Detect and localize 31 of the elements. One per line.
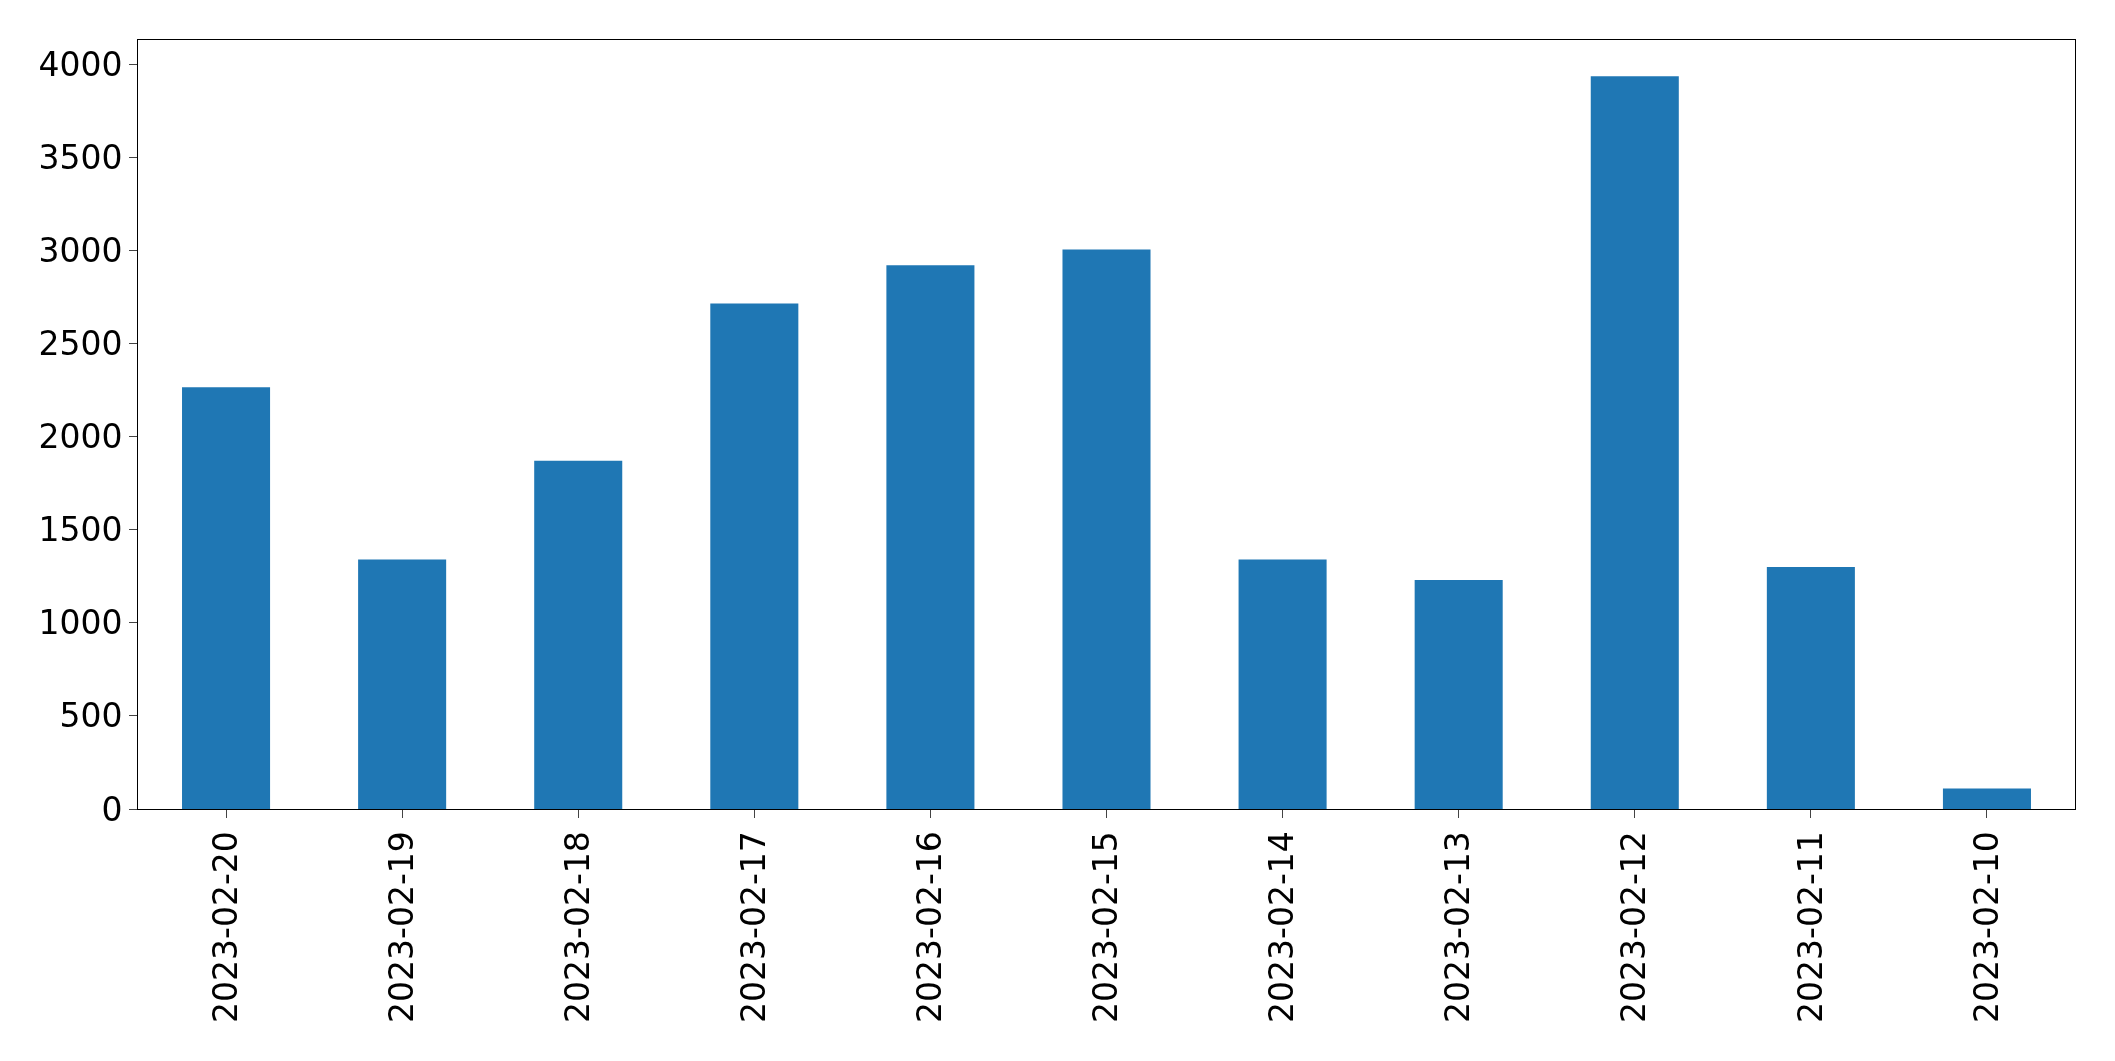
x-tick-label: 2023-02-12 — [1614, 831, 1654, 1023]
x-tick-label: 2023-02-19 — [381, 831, 421, 1023]
x-tick-label: 2023-02-14 — [1262, 831, 1302, 1023]
y-tick-label: 500 — [59, 696, 123, 736]
bar — [1062, 249, 1151, 809]
bar — [1590, 76, 1679, 809]
y-tick-label: 0 — [101, 789, 123, 829]
y-tick-label: 3000 — [38, 230, 123, 270]
bar — [1766, 566, 1855, 809]
y-tick-label: 4000 — [38, 44, 123, 84]
bar — [710, 303, 799, 809]
bar — [1238, 559, 1327, 809]
bar — [534, 460, 623, 809]
y-tick-label: 1000 — [38, 603, 123, 643]
x-tick-label: 2023-02-10 — [1966, 831, 2006, 1023]
bar — [182, 387, 271, 809]
bar — [1942, 788, 2031, 809]
bar — [1414, 579, 1503, 809]
x-tick-label: 2023-02-15 — [1086, 831, 1126, 1023]
bar — [358, 559, 447, 809]
y-tick-label: 2500 — [38, 324, 123, 364]
x-tick-label: 2023-02-11 — [1790, 831, 1830, 1023]
x-tick-label: 2023-02-13 — [1438, 831, 1478, 1023]
y-tick-label: 2000 — [38, 417, 123, 457]
y-tick-label: 3500 — [38, 137, 123, 177]
x-tick-label: 2023-02-18 — [557, 831, 597, 1023]
x-tick-label: 2023-02-20 — [205, 831, 245, 1023]
bar — [886, 265, 975, 809]
x-tick-label: 2023-02-17 — [734, 831, 774, 1023]
x-tick-label: 2023-02-16 — [910, 831, 950, 1023]
y-tick-label: 1500 — [38, 510, 123, 550]
